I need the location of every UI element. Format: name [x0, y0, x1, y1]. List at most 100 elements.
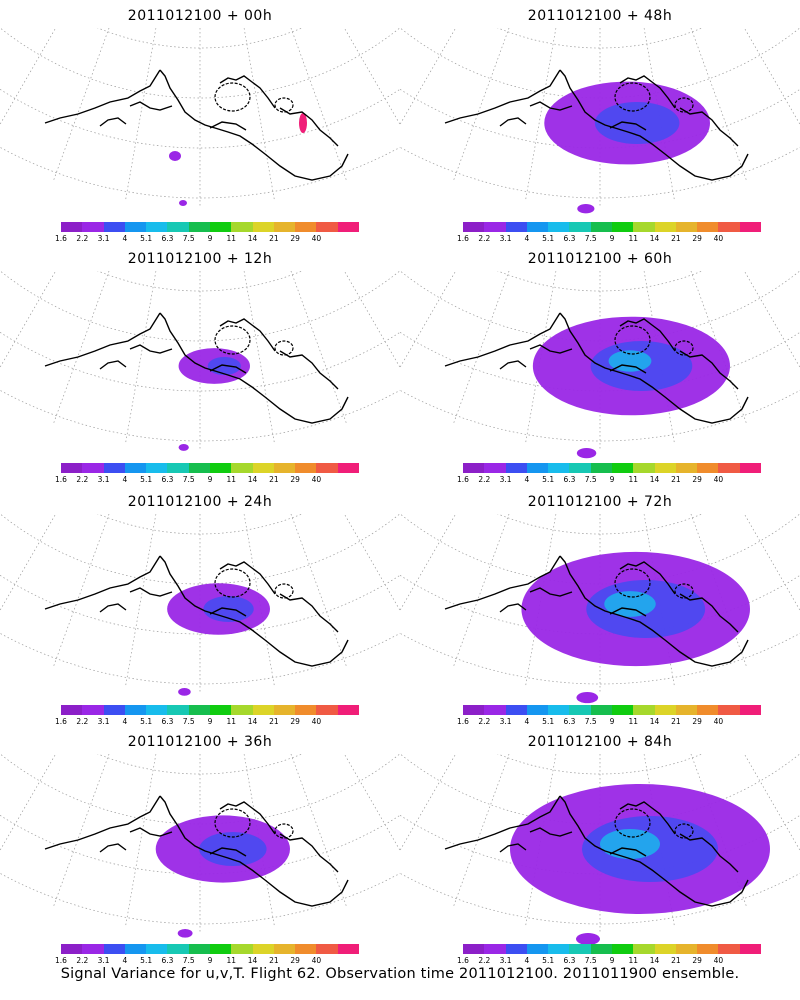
colorbar-tick-label: 7.5: [182, 956, 195, 965]
variance-field: [544, 81, 710, 214]
forecast-map: [0, 28, 400, 208]
colorbar-tick-label: 5.1: [140, 956, 153, 965]
figure-caption: Signal Variance for u,v,T. Flight 62. Ob…: [60, 966, 740, 982]
forecast-map: [400, 754, 800, 944]
colorbar-segment: [146, 944, 168, 954]
colorbar-segment: [316, 705, 338, 715]
graticule: [0, 754, 400, 934]
colorbar-tick-label: 4: [122, 717, 128, 726]
colorbar-tick-label: 11: [226, 956, 237, 965]
colorbar: [463, 463, 761, 473]
colorbar-tick-label: 5.1: [542, 956, 555, 965]
colorbar-tick-label: 5.1: [542, 717, 555, 726]
colorbar-tick-label: 29: [692, 956, 702, 965]
panel-title: 2011012100 + 00h: [127, 8, 273, 24]
colorbar-segment: [231, 705, 253, 715]
colorbar-tick-label: 40: [713, 475, 724, 484]
colorbar-tick-label: 2.2: [76, 717, 89, 726]
colorbar-tick-label: 40: [713, 234, 724, 243]
colorbar-tick-label: 21: [269, 717, 279, 726]
colorbar-tick-label: 2.2: [76, 234, 89, 243]
colorbar-labels: 1.6 2.2 3.1 4 5.1 6.3 7.5 9 11 14 21 29 40: [457, 717, 761, 727]
colorbar-tick-label: 7.5: [182, 475, 195, 484]
coastline: [44, 69, 349, 181]
colorbar-segment: [548, 222, 570, 232]
colorbar-tick-label: 14: [649, 956, 660, 965]
colorbar-tick-label: 40: [713, 717, 724, 726]
colorbar-tick-label: 29: [290, 475, 300, 484]
colorbar-segment: [484, 463, 506, 473]
colorbar-tick-label: 6.3: [563, 717, 576, 726]
colorbar-tick-label: 9: [609, 475, 615, 484]
graticule: [400, 754, 800, 934]
colorbar-segment: [654, 944, 676, 954]
colorbar-segment: [103, 944, 125, 954]
colorbar-segment: [675, 944, 698, 954]
colorbar-segment: [718, 463, 740, 473]
forecast-map: [400, 28, 800, 214]
colorbar-tick-label: 14: [649, 234, 660, 243]
colorbar-segment: [61, 705, 83, 715]
colorbar-segment: [188, 222, 210, 232]
coastline: [444, 795, 749, 907]
colorbar-tick-label: 4: [524, 717, 530, 726]
colorbar-tick-label: 4: [524, 234, 530, 243]
colorbar-segment: [209, 463, 232, 473]
colorbar: [463, 705, 761, 715]
colorbar-tick-label: 5.1: [542, 475, 555, 484]
colorbar-tick-label: 2.2: [76, 956, 89, 965]
colorbar-tick-label: 4: [122, 234, 128, 243]
colorbar-segment: [252, 463, 274, 473]
colorbar-tick-label: 4: [122, 475, 128, 484]
colorbar-segment: [526, 944, 549, 954]
colorbar-segment: [82, 222, 104, 232]
colorbar-tick-label: 7.5: [584, 475, 597, 484]
colorbar-tick-label: 11: [628, 717, 639, 726]
colorbar-segment: [654, 705, 676, 715]
colorbar-segment: [146, 463, 168, 473]
colorbar-tick-label: 6.3: [161, 475, 174, 484]
colorbar-tick-label: 29: [692, 475, 702, 484]
colorbar-segment: [484, 705, 506, 715]
colorbar-tick-label: 6.3: [161, 234, 174, 243]
colorbar-tick-label: 9: [207, 234, 213, 243]
colorbar-tick-label: 4: [524, 956, 530, 965]
colorbar-tick-label: 2.2: [478, 956, 491, 965]
variance-field: [167, 583, 270, 696]
colorbar-segment: [295, 705, 317, 715]
colorbar-tick-label: 3.1: [97, 475, 110, 484]
colorbar-segment: [124, 463, 147, 473]
colorbar-segment: [103, 222, 125, 232]
colorbar-tick-label: 9: [609, 234, 615, 243]
colorbar-tick-label: 21: [671, 956, 681, 965]
colorbar-tick-label: 21: [671, 717, 681, 726]
colorbar-segment: [675, 705, 698, 715]
colorbar-segment: [231, 463, 253, 473]
graticule: [400, 28, 800, 208]
colorbar-tick-label: 1.6: [55, 234, 67, 243]
colorbar-tick-label: 40: [311, 717, 322, 726]
colorbar-segment: [124, 944, 147, 954]
graticule: [0, 514, 400, 694]
variance-field: [155, 815, 290, 938]
colorbar-tick-label: 11: [226, 717, 237, 726]
colorbar-labels: 1.6 2.2 3.1 4 5.1 6.3 7.5 9 11 14 21 29 40: [55, 475, 359, 485]
colorbar-tick-label: 3.1: [499, 234, 512, 243]
colorbar-segment: [633, 222, 655, 232]
colorbar-segment: [654, 463, 676, 473]
panel-title: 2011012100 + 84h: [527, 734, 673, 750]
colorbar-segment: [295, 463, 317, 473]
colorbar-segment: [633, 463, 655, 473]
colorbar-tick-label: 29: [290, 717, 300, 726]
colorbar-tick-label: 6.3: [161, 717, 174, 726]
coastline: [444, 555, 749, 667]
colorbar-segment: [167, 222, 189, 232]
colorbar-segment: [273, 222, 296, 232]
colorbar-tick-label: 2.2: [478, 234, 491, 243]
colorbar-segment: [463, 944, 485, 954]
colorbar-segment: [295, 944, 317, 954]
colorbar-segment: [188, 944, 210, 954]
colorbar-segment: [484, 222, 506, 232]
colorbar-segment: [231, 944, 253, 954]
colorbar-segment: [463, 705, 485, 715]
